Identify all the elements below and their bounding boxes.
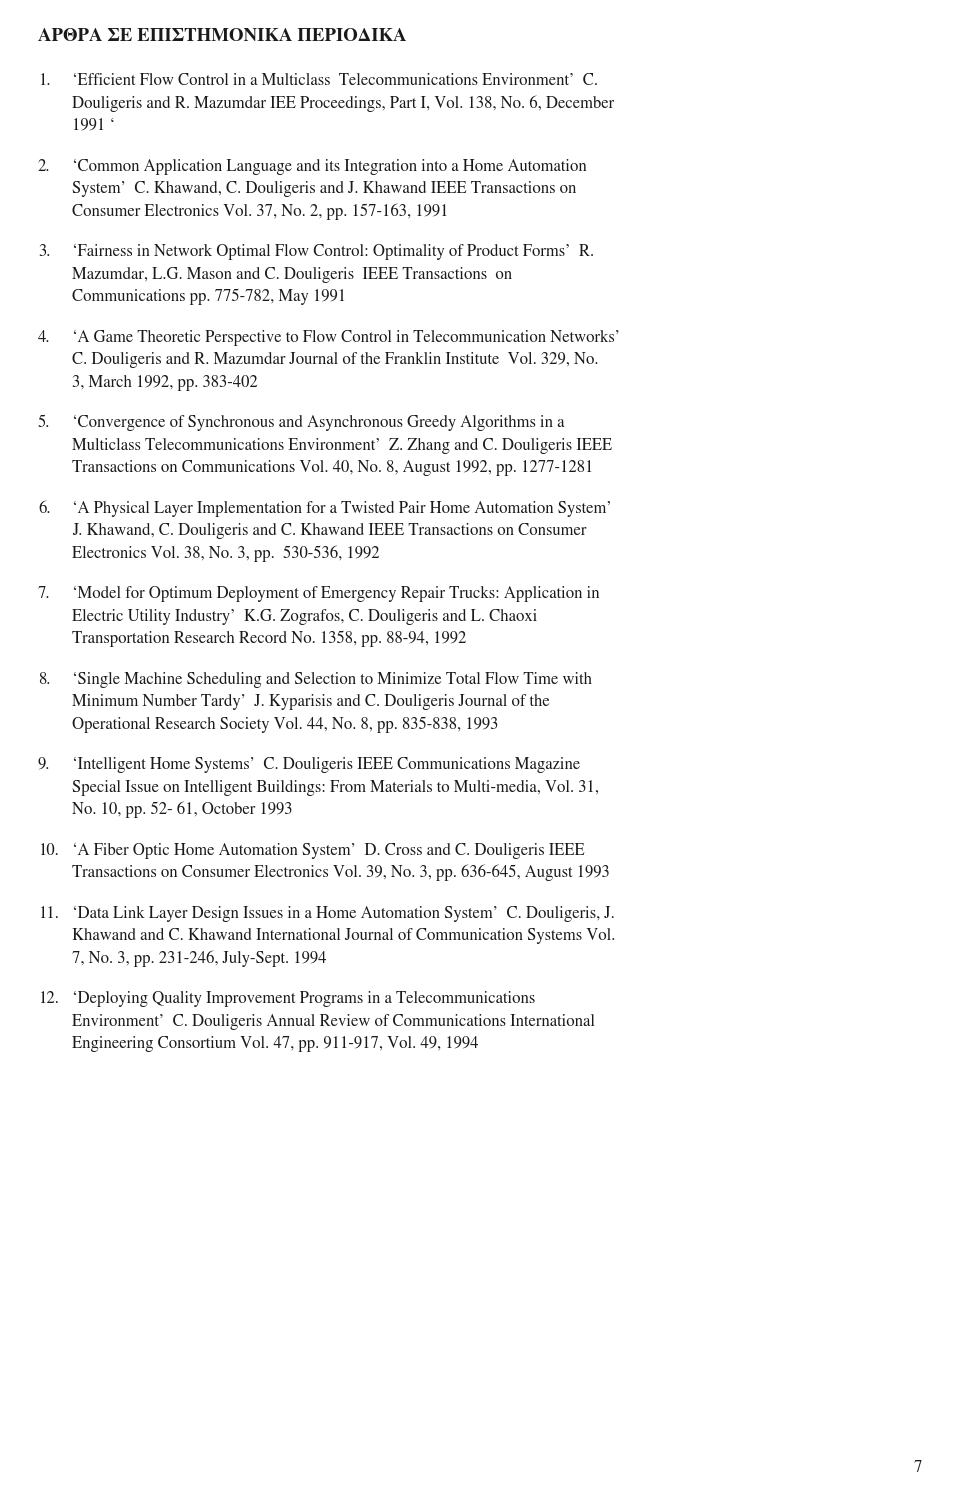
Text: 5.: 5. xyxy=(38,415,50,432)
Text: Khawand and C. Khawand International Journal of Communication Systems Vol.: Khawand and C. Khawand International Jou… xyxy=(72,928,615,945)
Text: ‘Common Application Language and its Integration into a Home Automation: ‘Common Application Language and its Int… xyxy=(72,158,587,174)
Text: ‘A Fiber Optic Home Automation System’  D. Cross and C. Douligeris IEEE: ‘A Fiber Optic Home Automation System’ D… xyxy=(72,842,585,859)
Text: ‘Convergence of Synchronous and Asynchronous Greedy Algorithms in a: ‘Convergence of Synchronous and Asynchro… xyxy=(72,415,564,432)
Text: 1.: 1. xyxy=(38,74,51,89)
Text: Operational Research Society Vol. 44, No. 8, pp. 835-838, 1993: Operational Research Society Vol. 44, No… xyxy=(72,716,498,732)
Text: Engineering Consortium Vol. 47, pp. 911-917, Vol. 49, 1994: Engineering Consortium Vol. 47, pp. 911-… xyxy=(72,1036,478,1051)
Text: Communications pp. 775-782, May 1991: Communications pp. 775-782, May 1991 xyxy=(72,289,347,305)
Text: 2.: 2. xyxy=(38,158,51,174)
Text: Electronics Vol. 38, No. 3, pp.  530-536, 1992: Electronics Vol. 38, No. 3, pp. 530-536,… xyxy=(72,546,379,562)
Text: Transactions on Communications Vol. 40, No. 8, August 1992, pp. 1277-1281: Transactions on Communications Vol. 40, … xyxy=(72,460,593,475)
Text: Special Issue on Intelligent Buildings: From Materials to Multi-media, Vol. 31,: Special Issue on Intelligent Buildings: … xyxy=(72,779,599,796)
Text: J. Khawand, C. Douligeris and C. Khawand IEEE Transactions on Consumer: J. Khawand, C. Douligeris and C. Khawand… xyxy=(72,523,587,538)
Text: 3.: 3. xyxy=(38,244,50,260)
Text: Transportation Research Record No. 1358, pp. 88-94, 1992: Transportation Research Record No. 1358,… xyxy=(72,632,467,647)
Text: 9.: 9. xyxy=(38,757,50,773)
Text: Electric Utility Industry’  K.G. Zografos, C. Douligeris and L. Chaoxi: Electric Utility Industry’ K.G. Zografos… xyxy=(72,609,538,624)
Text: 7: 7 xyxy=(914,1460,922,1475)
Text: ‘Model for Optimum Deployment of Emergency Repair Trucks: Application in: ‘Model for Optimum Deployment of Emergen… xyxy=(72,587,600,602)
Text: 8.: 8. xyxy=(38,671,50,687)
Text: ‘A Game Theoretic Perspective to Flow Control in Telecommunication Networks’: ‘A Game Theoretic Perspective to Flow Co… xyxy=(72,329,620,346)
Text: 7, No. 3, pp. 231-246, July-Sept. 1994: 7, No. 3, pp. 231-246, July-Sept. 1994 xyxy=(72,951,326,967)
Text: Mazumdar, L.G. Mason and C. Douligeris  IEEE Transactions  on: Mazumdar, L.G. Mason and C. Douligeris I… xyxy=(72,266,512,283)
Text: ‘Fairness in Network Optimal Flow Control: Optimality of Product Forms’  R.: ‘Fairness in Network Optimal Flow Contro… xyxy=(72,244,594,260)
Text: ‘Efficient Flow Control in a Multiclass  Telecommunications Environment’  C.: ‘Efficient Flow Control in a Multiclass … xyxy=(72,74,598,89)
Text: ‘Data Link Layer Design Issues in a Home Automation System’  C. Douligeris, J.: ‘Data Link Layer Design Issues in a Home… xyxy=(72,905,614,922)
Text: Douligeris and R. Mazumdar IEE Proceedings, Part I, Vol. 138, No. 6, December: Douligeris and R. Mazumdar IEE Proceedin… xyxy=(72,95,614,111)
Text: System’  C. Khawand, C. Douligeris and J. Khawand IEEE Transactions on: System’ C. Khawand, C. Douligeris and J.… xyxy=(72,180,576,197)
Text: Transactions on Consumer Electronics Vol. 39, No. 3, pp. 636-645, August 1993: Transactions on Consumer Electronics Vol… xyxy=(72,865,610,881)
Text: 3, March 1992, pp. 383-402: 3, March 1992, pp. 383-402 xyxy=(72,374,257,391)
Text: 7.: 7. xyxy=(38,587,51,602)
Text: Minimum Number Tardy’  J. Kyparisis and C. Douligeris Journal of the: Minimum Number Tardy’ J. Kyparisis and C… xyxy=(72,693,550,710)
Text: ‘Single Machine Scheduling and Selection to Minimize Total Flow Time with: ‘Single Machine Scheduling and Selection… xyxy=(72,671,592,687)
Text: 12.: 12. xyxy=(38,991,59,1008)
Text: Consumer Electronics Vol. 37, No. 2, pp. 157-163, 1991: Consumer Electronics Vol. 37, No. 2, pp.… xyxy=(72,203,448,220)
Text: 10.: 10. xyxy=(38,842,59,859)
Text: ‘A Physical Layer Implementation for a Twisted Pair Home Automation System’: ‘A Physical Layer Implementation for a T… xyxy=(72,501,612,517)
Text: 1991 ‘: 1991 ‘ xyxy=(72,117,115,134)
Text: ΑΡΘΡΑ ΣΕ ΕΠΙΣΤΗΜΟΝΙΚΑ ΠΕΡΙΟΔΙΚΑ: ΑΡΘΡΑ ΣΕ ΕΠΙΣΤΗΜΟΝΙΚΑ ΠΕΡΙΟΔΙΚΑ xyxy=(38,29,407,45)
Text: No. 10, pp. 52- 61, October 1993: No. 10, pp. 52- 61, October 1993 xyxy=(72,802,293,818)
Text: C. Douligeris and R. Mazumdar Journal of the Franklin Institute  Vol. 329, No.: C. Douligeris and R. Mazumdar Journal of… xyxy=(72,352,598,368)
Text: ‘Intelligent Home Systems’  C. Douligeris IEEE Communications Magazine: ‘Intelligent Home Systems’ C. Douligeris… xyxy=(72,757,580,773)
Text: 4.: 4. xyxy=(38,329,51,346)
Text: 11.: 11. xyxy=(38,905,59,922)
Text: Multiclass Telecommunications Environment’  Z. Zhang and C. Douligeris IEEE: Multiclass Telecommunications Environmen… xyxy=(72,438,612,454)
Text: ‘Deploying Quality Improvement Programs in a Telecommunications: ‘Deploying Quality Improvement Programs … xyxy=(72,991,536,1008)
Text: Environment’  C. Douligeris Annual Review of Communications International: Environment’ C. Douligeris Annual Review… xyxy=(72,1014,595,1030)
Text: 6.: 6. xyxy=(38,501,51,516)
